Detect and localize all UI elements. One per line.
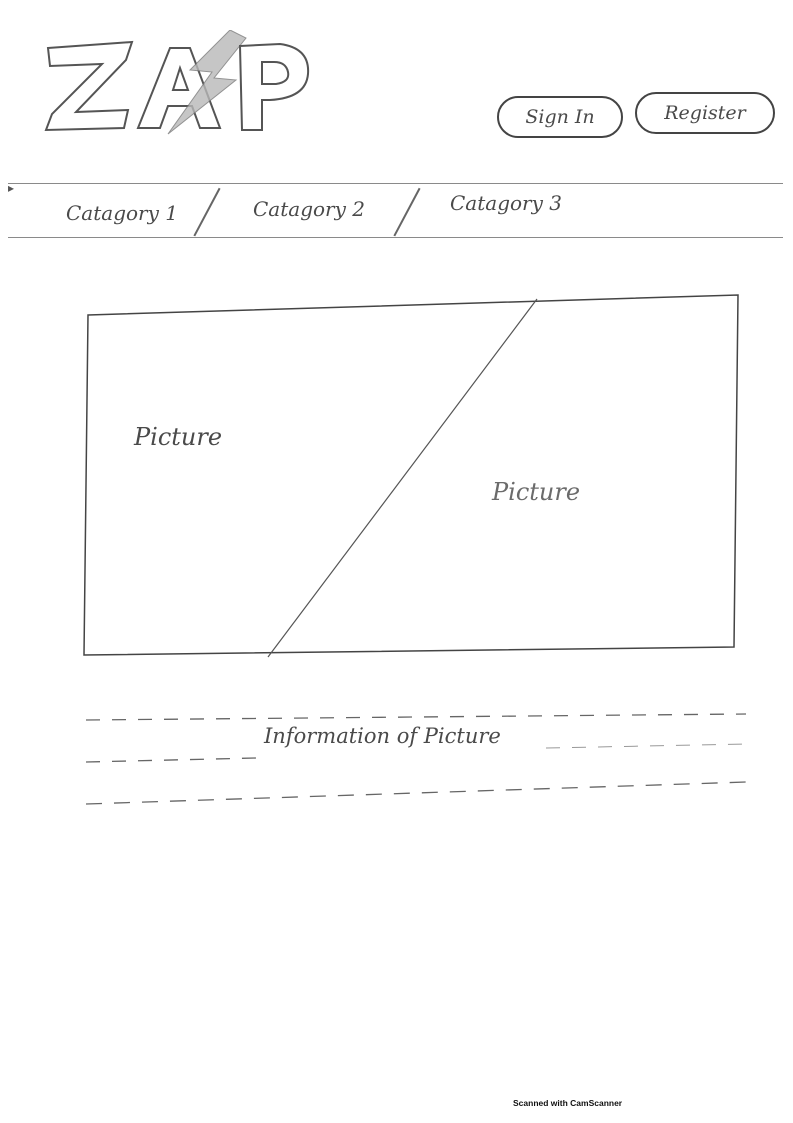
zap-logo[interactable] [40, 30, 320, 140]
nav-top-divider [8, 183, 783, 184]
nav-separator [393, 187, 421, 237]
sign-in-label: Sign In [525, 106, 595, 128]
register-button[interactable]: Register [635, 92, 775, 134]
scanner-watermark: Scanned with CamScanner [513, 1098, 623, 1108]
nav-separator [193, 187, 221, 237]
register-label: Register [664, 102, 746, 124]
picture-frame [83, 294, 739, 658]
picture-information: Information of Picture [86, 700, 746, 820]
info-dashed-lines [86, 713, 746, 805]
picture-slider: Picture Picture [82, 293, 740, 659]
sign-in-button[interactable]: Sign In [497, 96, 623, 138]
nav-corner-mark-icon: ▸ [8, 181, 15, 195]
zap-logo-drawing [44, 30, 310, 135]
picture-right[interactable]: Picture [492, 478, 581, 506]
nav-item-category-2[interactable]: Catagory 2 [253, 197, 365, 221]
nav-bottom-divider [8, 237, 783, 238]
info-text: Information of Picture [264, 724, 501, 748]
category-nav: ▸ Catagory 1 Catagory 2 Catagory 3 [8, 181, 783, 239]
picture-left[interactable]: Picture [134, 423, 223, 451]
nav-item-category-1[interactable]: Catagory 1 [66, 201, 178, 225]
nav-item-category-3[interactable]: Catagory 3 [450, 191, 562, 215]
